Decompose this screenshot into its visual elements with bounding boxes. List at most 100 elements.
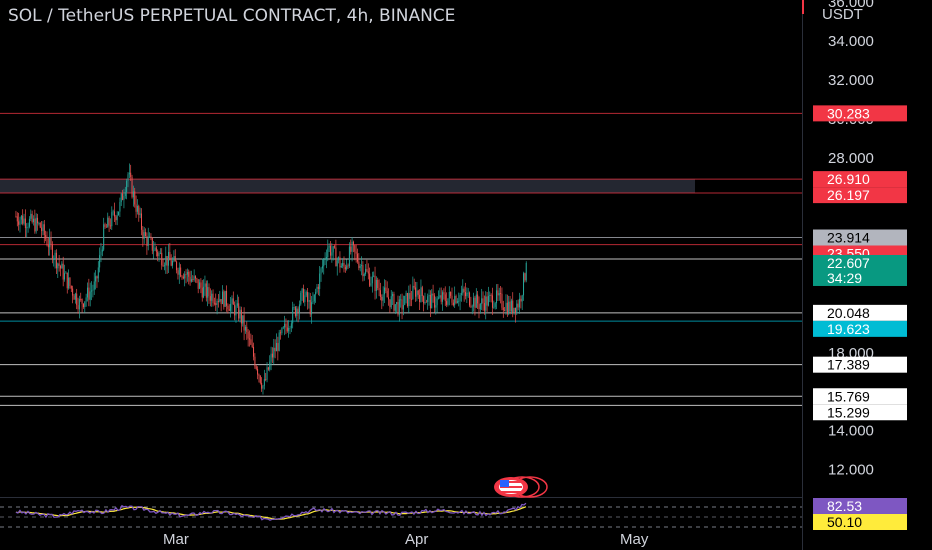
- candle-body-14: [34, 218, 36, 232]
- candle-body-10: [28, 218, 30, 227]
- candle-body-11: [30, 213, 32, 219]
- candle-body-312: [436, 298, 438, 306]
- candle-body-264: [371, 276, 373, 284]
- candle-body-153: [221, 291, 223, 305]
- candle-body-289: [405, 293, 407, 297]
- svg-text:19.623: 19.623: [827, 321, 870, 337]
- candle-body-302: [423, 296, 425, 304]
- candle-body-111: [165, 256, 167, 266]
- candle-body-159: [230, 303, 232, 311]
- svg-text:23.914: 23.914: [827, 230, 870, 246]
- candlestick-series: [15, 163, 527, 395]
- candle-body-257: [362, 265, 364, 277]
- candle-body-276: [388, 297, 390, 300]
- y-tick-label-6: 14.000: [828, 423, 874, 440]
- candle-body-278: [390, 296, 392, 308]
- candle-body-334: [466, 292, 468, 297]
- candle-body-291: [408, 292, 410, 307]
- svg-text:22.607: 22.607: [827, 255, 870, 271]
- y-tick-label-2: 32.000: [828, 72, 874, 89]
- candle-body-301: [421, 287, 423, 297]
- candle-body-240: [339, 257, 341, 268]
- candle-body-18: [39, 222, 41, 228]
- candle-body-180: [258, 374, 260, 376]
- candle-body-174: [250, 339, 252, 345]
- candle-body-327: [456, 301, 458, 303]
- candle-body-51: [84, 301, 86, 307]
- candle-body-130: [190, 279, 192, 282]
- price-label-19.623: 19.623: [813, 320, 907, 337]
- candle-body-345: [481, 298, 483, 304]
- candle-body-132: [193, 276, 195, 280]
- candle-body-127: [186, 271, 188, 275]
- candle-body-328: [458, 300, 460, 302]
- rsi-ma-value-label: 50.10: [813, 514, 907, 530]
- candle-body-156: [226, 290, 228, 306]
- candle-body-53: [86, 287, 88, 298]
- candle-body-195: [278, 332, 280, 351]
- candle-body-19: [41, 227, 43, 232]
- candle-body-92: [139, 213, 141, 215]
- candle-body-88: [134, 191, 136, 205]
- candle-body-89: [135, 204, 137, 212]
- candle-body-347: [483, 303, 485, 311]
- candle-body-290: [406, 293, 408, 307]
- candle-body-20: [42, 224, 44, 232]
- candle-body-32: [58, 263, 60, 266]
- candle-body-344: [479, 303, 481, 310]
- candle-body-45: [76, 293, 78, 306]
- y-tick-label-0: 36.000: [828, 0, 874, 11]
- candle-body-224: [317, 286, 319, 289]
- candle-body-162: [234, 304, 236, 316]
- candle-body-220: [312, 301, 314, 303]
- candle-body-308: [431, 293, 433, 309]
- price-label-20.048: 20.048: [813, 304, 907, 321]
- candle-body-103: [154, 247, 156, 251]
- candle-body-234: [331, 252, 333, 256]
- us-market-flag-icon[interactable]: [494, 476, 548, 498]
- candle-body-16: [37, 217, 39, 224]
- candle-body-164: [236, 303, 238, 306]
- candle-body-342: [477, 294, 479, 304]
- candle-body-186: [266, 367, 268, 380]
- candle-body-204: [290, 323, 292, 328]
- candle-body-248: [350, 246, 352, 252]
- candle-body-109: [162, 265, 164, 267]
- candle-body-339: [473, 297, 475, 307]
- candle-body-341: [475, 294, 477, 308]
- candle-body-272: [382, 294, 384, 301]
- candle-body-87: [132, 191, 134, 198]
- candle-body-22: [45, 235, 47, 239]
- candle-body-322: [450, 291, 452, 296]
- x-tick-apr: Apr: [405, 531, 428, 548]
- candle-body-340: [474, 297, 476, 308]
- candle-body-44: [74, 293, 76, 300]
- candle-body-188: [269, 361, 271, 370]
- candle-body-150: [217, 301, 219, 302]
- candle-body-191: [273, 347, 275, 358]
- candle-body-121: [178, 267, 180, 275]
- rsi-line: [15, 502, 527, 521]
- candle-body-361: [502, 307, 504, 310]
- candle-body-210: [298, 304, 300, 314]
- candle-body-306: [428, 294, 430, 297]
- price-label-30.283: 30.283: [813, 105, 907, 122]
- svg-text:26.910: 26.910: [827, 171, 870, 187]
- candle-body-143: [208, 287, 210, 297]
- candle-body-321: [448, 291, 450, 299]
- candle-body-96: [145, 232, 147, 237]
- candle-body-97: [146, 236, 148, 246]
- candle-body-315: [440, 295, 442, 302]
- candle-body-357: [497, 290, 499, 296]
- candle-body-305: [427, 296, 429, 302]
- candle-body-332: [463, 288, 465, 293]
- candle-body-337: [470, 305, 472, 307]
- candle-body-227: [321, 266, 323, 269]
- candle-body-142: [207, 287, 209, 298]
- candle-body-185: [265, 379, 267, 380]
- candle-body-256: [361, 265, 363, 266]
- candle-body-346: [482, 298, 484, 304]
- svg-text:50.10: 50.10: [827, 514, 862, 530]
- candle-body-171: [246, 326, 248, 332]
